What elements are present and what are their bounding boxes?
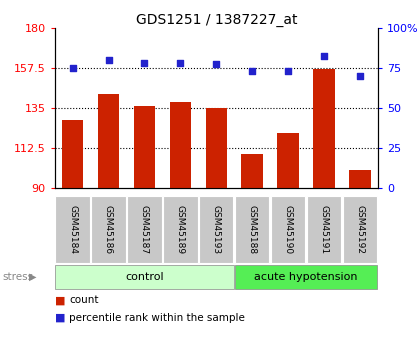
Text: GSM45184: GSM45184: [68, 205, 77, 254]
Bar: [170, 102, 191, 188]
Text: GSM45192: GSM45192: [356, 205, 365, 254]
Bar: [343, 196, 377, 263]
Point: [213, 62, 220, 67]
Bar: [241, 154, 263, 188]
Bar: [199, 196, 234, 263]
Bar: [91, 196, 126, 263]
Point: [177, 60, 184, 66]
Bar: [163, 196, 198, 263]
Point: [105, 57, 112, 62]
Point: [285, 68, 291, 74]
Bar: [307, 196, 341, 263]
Text: percentile rank within the sample: percentile rank within the sample: [69, 313, 245, 323]
Bar: [98, 93, 119, 188]
Text: ▶: ▶: [29, 272, 36, 282]
Bar: [205, 108, 227, 188]
Bar: [277, 133, 299, 188]
Text: ■: ■: [55, 295, 65, 305]
Text: ■: ■: [55, 313, 65, 323]
Point: [141, 60, 148, 66]
Text: stress: stress: [2, 272, 33, 282]
Bar: [313, 69, 335, 188]
Bar: [134, 106, 155, 188]
Text: control: control: [125, 272, 164, 282]
Text: GSM45190: GSM45190: [284, 205, 293, 254]
Bar: [62, 120, 83, 188]
Text: GSM45189: GSM45189: [176, 205, 185, 254]
Point: [321, 54, 328, 59]
Bar: [55, 265, 234, 288]
Bar: [55, 196, 90, 263]
Bar: [235, 196, 270, 263]
Text: GSM45186: GSM45186: [104, 205, 113, 254]
Bar: [349, 170, 371, 188]
Point: [357, 73, 363, 79]
Title: GDS1251 / 1387227_at: GDS1251 / 1387227_at: [136, 12, 297, 27]
Bar: [271, 196, 305, 263]
Text: GSM45188: GSM45188: [248, 205, 257, 254]
Point: [249, 68, 256, 74]
Text: count: count: [69, 295, 99, 305]
Bar: [235, 265, 377, 288]
Point: [69, 65, 76, 70]
Bar: [127, 196, 162, 263]
Text: acute hypotension: acute hypotension: [255, 272, 358, 282]
Text: GSM45191: GSM45191: [320, 205, 328, 254]
Text: GSM45187: GSM45187: [140, 205, 149, 254]
Text: GSM45193: GSM45193: [212, 205, 221, 254]
